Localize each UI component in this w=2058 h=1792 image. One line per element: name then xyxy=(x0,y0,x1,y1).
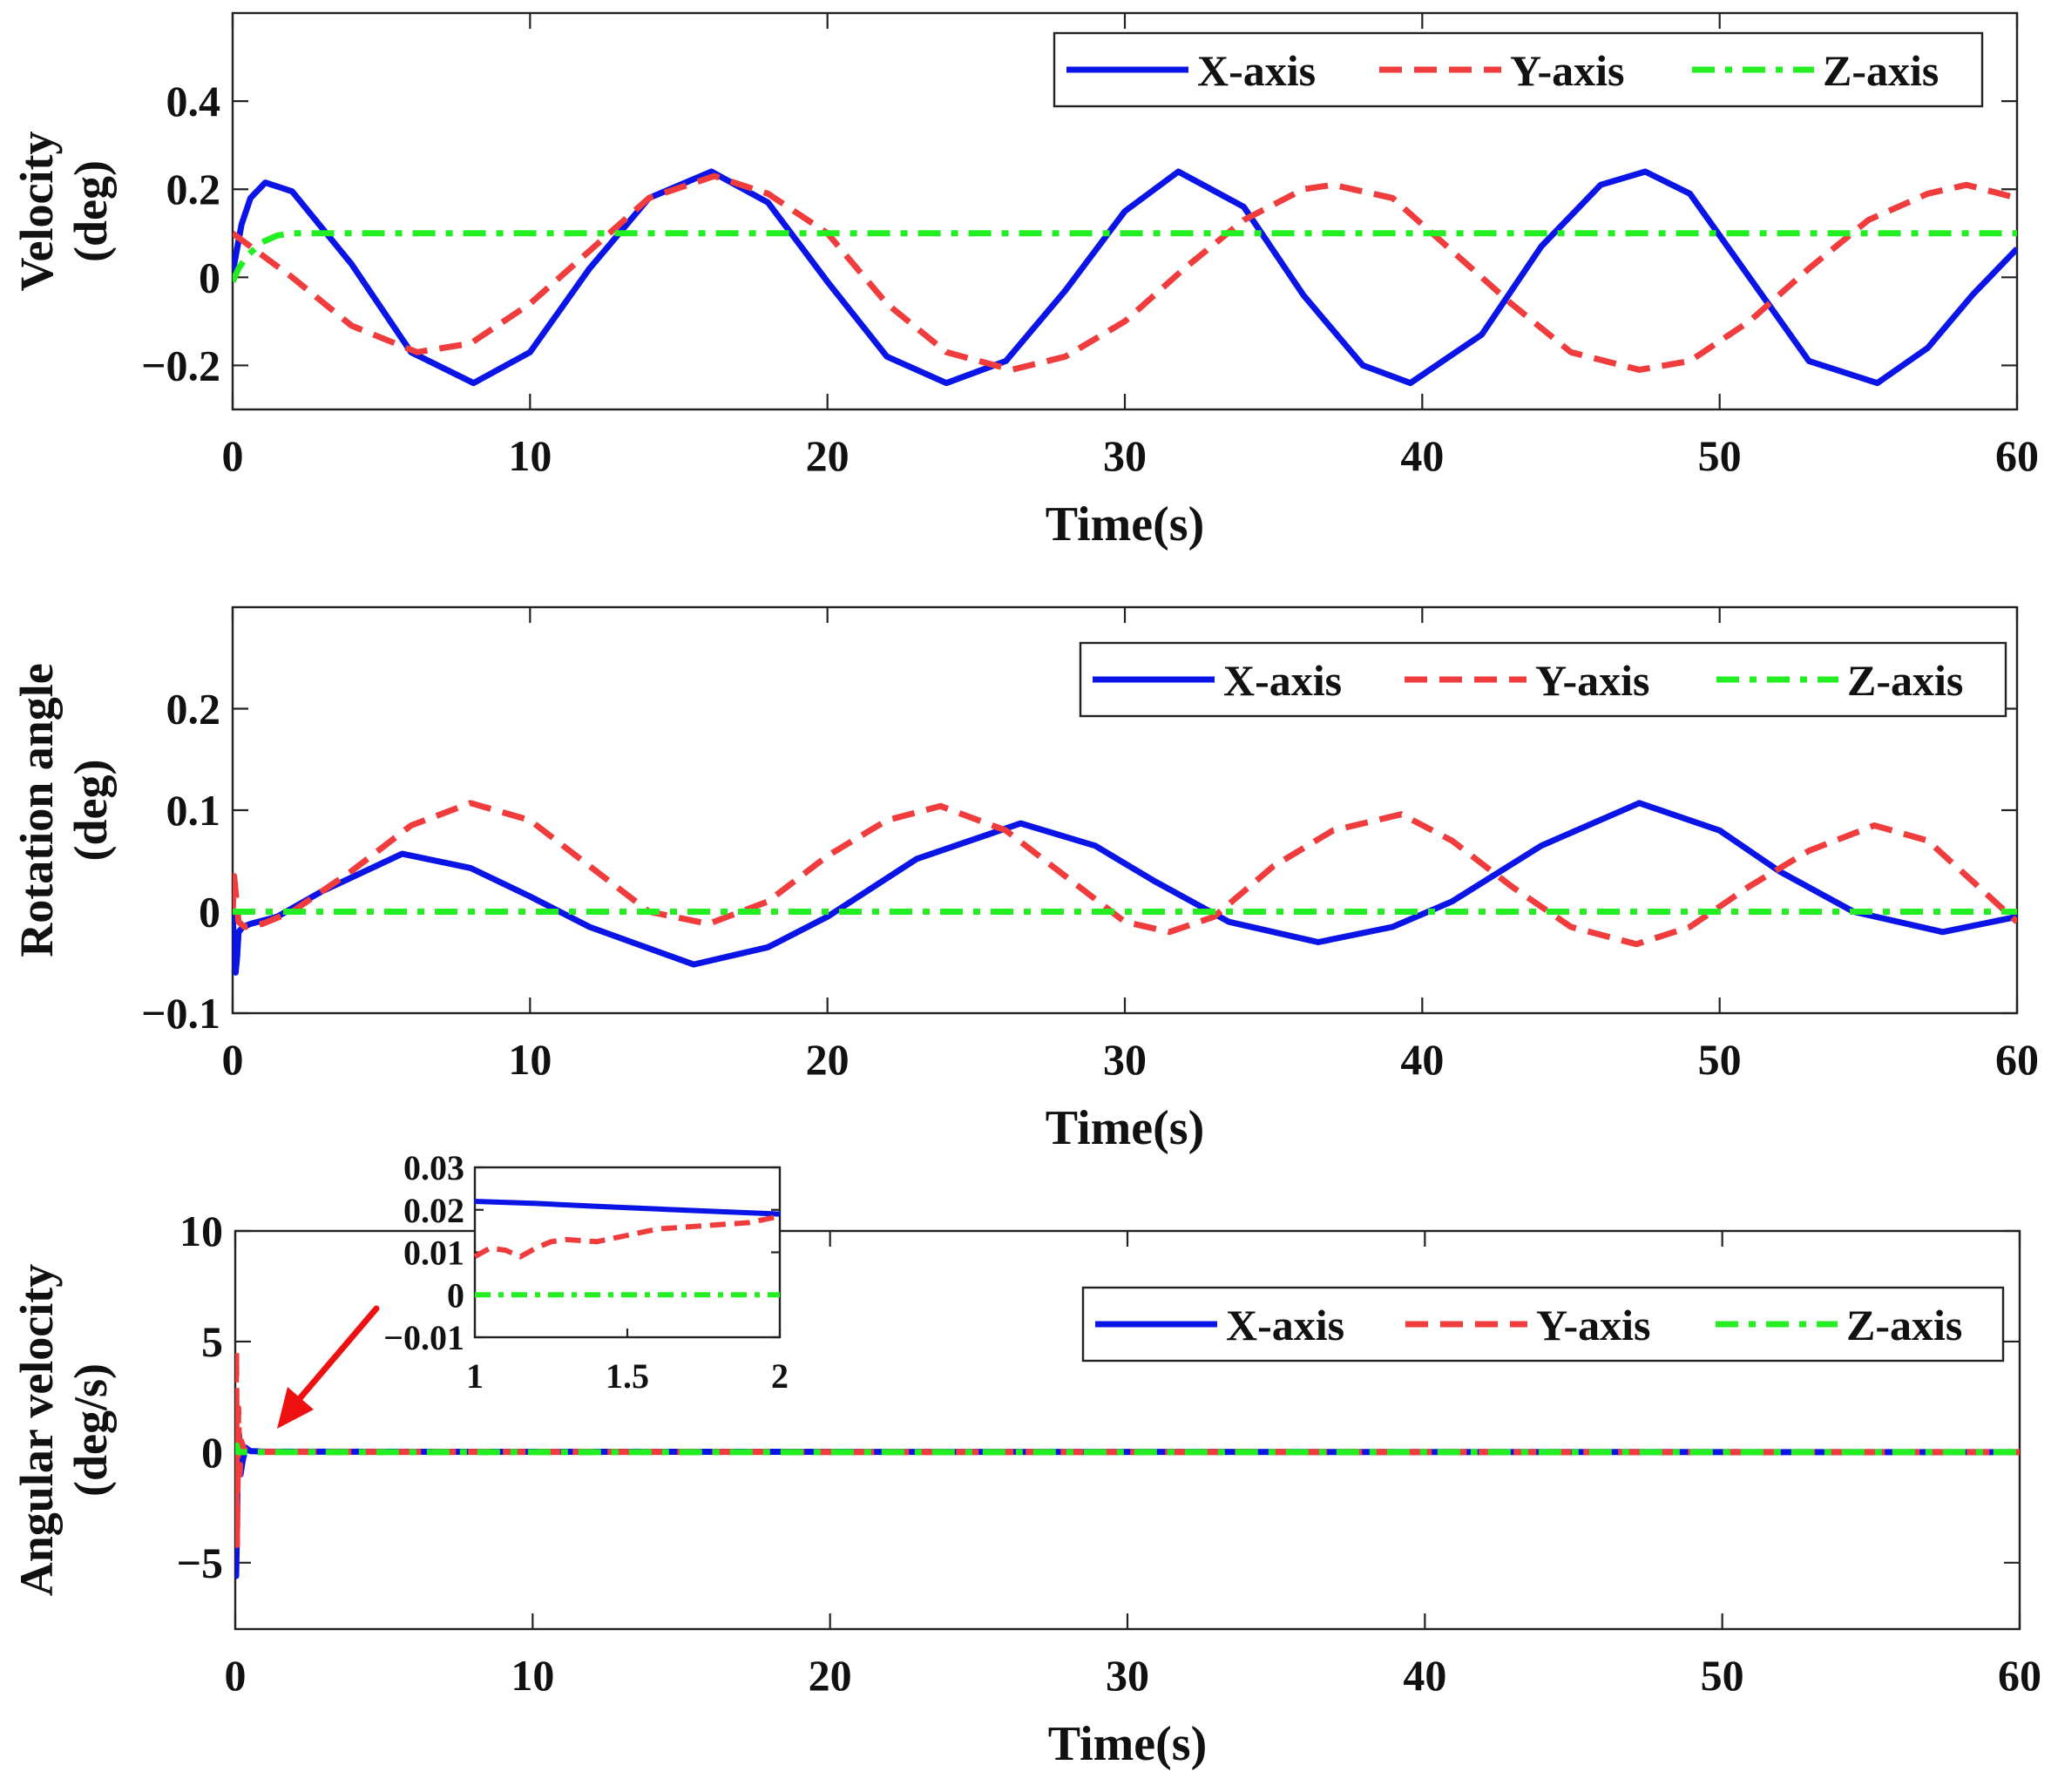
inset-x-tick-label: 1 xyxy=(466,1356,484,1396)
y-tick-label: 0.2 xyxy=(166,685,221,734)
y-axis-label: Angular velocity(deg/s) xyxy=(10,1264,117,1596)
inset-series-line-y-axis xyxy=(473,1214,781,1260)
x-tick-label: 20 xyxy=(806,1035,850,1084)
x-tick-label: 50 xyxy=(1698,431,1742,480)
x-tick-label: 60 xyxy=(1998,1651,2041,1700)
x-tick-label: 20 xyxy=(809,1651,852,1700)
y-axis-label: Rotation angle(deg) xyxy=(10,663,117,957)
y-tick-label: 5 xyxy=(201,1317,223,1366)
legend: X-axis Y-axis Z-axis xyxy=(1053,31,1984,108)
series-line-x-axis xyxy=(233,168,2017,387)
y-axis-label-line: Rotation angle xyxy=(10,663,63,957)
inset-series-line-x-axis xyxy=(474,1199,781,1217)
y-axis-label-line: Velocity xyxy=(10,132,63,292)
x-axis-label: Time(s) xyxy=(1048,1717,1208,1771)
y-axis-label-line: (deg) xyxy=(64,760,117,862)
y-tick-label: −0.1 xyxy=(141,989,220,1038)
legend-label: X-axis xyxy=(1223,656,1342,705)
series-group xyxy=(233,800,2017,976)
x-tick-label: 40 xyxy=(1403,1651,1446,1700)
x-tick-label: 40 xyxy=(1400,1035,1444,1084)
x-tick-label: 50 xyxy=(1701,1651,1744,1700)
y-tick-label: 0 xyxy=(201,1428,223,1477)
x-axis-label: Time(s) xyxy=(1046,497,1205,551)
x-tick-label: 10 xyxy=(508,431,552,480)
series-line-y-axis xyxy=(233,172,2017,373)
x-tick-label: 60 xyxy=(1995,431,2039,480)
x-tick-label: 0 xyxy=(225,1651,247,1700)
legend-label: Z-axis xyxy=(1846,1301,1962,1349)
legend-label: Y-axis xyxy=(1536,1301,1651,1349)
inset-y-tick-label: 0.03 xyxy=(403,1148,464,1187)
y-tick-label: 0.4 xyxy=(166,77,221,125)
arrow-shaft xyxy=(293,1305,380,1406)
legend-box xyxy=(1079,641,2007,718)
y-axis-label-line: Angular velocity xyxy=(10,1264,63,1596)
legend-box xyxy=(1053,31,1984,108)
y-axis-label-line: (deg) xyxy=(64,160,117,262)
legend-label: Y-axis xyxy=(1535,656,1650,705)
y-tick-label: 0.2 xyxy=(166,165,221,213)
legend-label: X-axis xyxy=(1197,46,1316,95)
legend-label: X-axis xyxy=(1226,1301,1344,1349)
inset-frame xyxy=(473,1166,782,1339)
x-tick-label: 40 xyxy=(1400,431,1444,480)
series-group xyxy=(235,1347,2020,1579)
y-tick-label: −0.2 xyxy=(141,341,220,389)
y-tick-label: 0 xyxy=(199,888,220,937)
arrow-head xyxy=(277,1387,314,1429)
x-tick-label: 50 xyxy=(1698,1035,1742,1084)
panel-rotation: 0 10 20 30 40 50 60−0.100.10.2Time(s)Rotation … xyxy=(10,605,2039,1155)
y-axis-label-line: (deg/s) xyxy=(64,1363,117,1497)
x-tick-label: 0 xyxy=(222,1035,244,1084)
x-tick-label: 20 xyxy=(806,431,850,480)
y-tick-label: −5 xyxy=(177,1538,224,1587)
inset-y-tick-label: 0 xyxy=(447,1275,464,1315)
x-axis-label: Time(s) xyxy=(1046,1101,1205,1155)
annotation-arrow xyxy=(277,1305,380,1429)
series-line-z-axis xyxy=(233,230,2017,283)
legend-box xyxy=(1081,1286,2005,1363)
x-tick-label: 10 xyxy=(511,1651,554,1700)
y-tick-label: 10 xyxy=(179,1207,223,1255)
series-group xyxy=(233,168,2017,387)
inset-y-tick-label: 0.02 xyxy=(403,1191,464,1230)
x-tick-label: 30 xyxy=(1103,1035,1147,1084)
series-line-z-axis xyxy=(235,1442,2020,1456)
inset-y-tick-label: 0.01 xyxy=(403,1234,464,1273)
legend: X-axis Y-axis Z-axis xyxy=(1081,1286,2005,1363)
y-tick-label: 0 xyxy=(199,253,220,301)
x-tick-label: 0 xyxy=(222,431,244,480)
inset-x-tick-label: 1.5 xyxy=(606,1356,649,1396)
x-tick-label: 10 xyxy=(508,1035,552,1084)
legend-label: Z-axis xyxy=(1823,46,1939,95)
y-axis-label: Velocity(deg) xyxy=(10,132,117,292)
inset-x-tick-label: 2 xyxy=(771,1356,789,1396)
panel-velocity: 0 10 20 30 40 50 60−0.200.20.4Time(s)Velocity(… xyxy=(10,11,2039,551)
x-tick-label: 30 xyxy=(1106,1651,1149,1700)
inset-y-tick-label: −0.01 xyxy=(383,1318,464,1357)
legend-label: Y-axis xyxy=(1510,46,1625,95)
legend: X-axis Y-axis Z-axis xyxy=(1079,641,2007,718)
legend-label: Z-axis xyxy=(1847,656,1963,705)
x-tick-label: 30 xyxy=(1103,431,1147,480)
x-tick-label: 60 xyxy=(1995,1035,2039,1084)
y-tick-label: 0.1 xyxy=(166,786,221,835)
